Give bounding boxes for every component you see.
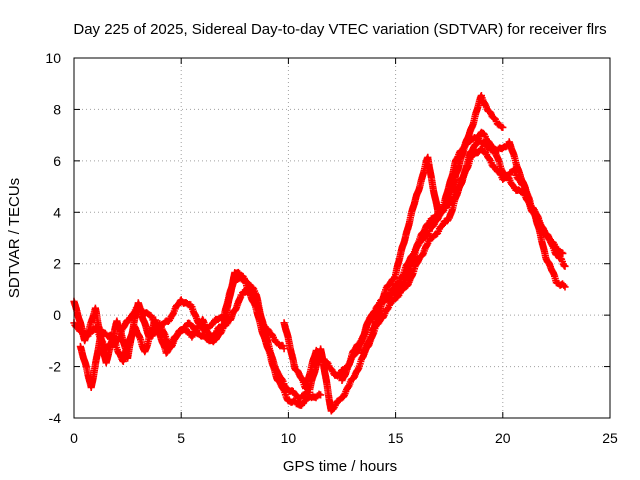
x-axis-label: GPS time / hours [283,458,397,475]
x-tick-label: 10 [281,430,297,446]
y-tick-label: -2 [49,359,62,375]
x-tick-label: 15 [388,430,404,446]
y-tick-label: 6 [53,153,61,169]
x-tick-label: 0 [70,430,78,446]
y-tick-label: 0 [53,307,61,323]
x-tick-label: 20 [495,430,511,446]
x-tick-label: 5 [177,430,185,446]
chart-title: Day 225 of 2025, Sidereal Day-to-day VTE… [73,21,606,38]
x-tick-label: 25 [602,430,618,446]
axis-ticks: 0 5 10 15 20 25 -4 -2 0 2 4 6 8 10 [45,50,618,446]
data-series [70,92,569,415]
y-tick-label: -4 [49,410,62,426]
y-axis-label: SDTVAR / TECUs [6,178,23,298]
y-tick-label: 10 [45,50,61,66]
y-tick-label: 2 [53,256,61,272]
series-3 [76,286,288,391]
grid [74,58,610,418]
y-tick-label: 8 [53,101,61,117]
series-7-points [359,92,507,357]
series-3-points [76,286,288,391]
series-7 [359,92,507,357]
y-tick-label: 4 [53,204,61,220]
plot-frame [73,57,611,419]
